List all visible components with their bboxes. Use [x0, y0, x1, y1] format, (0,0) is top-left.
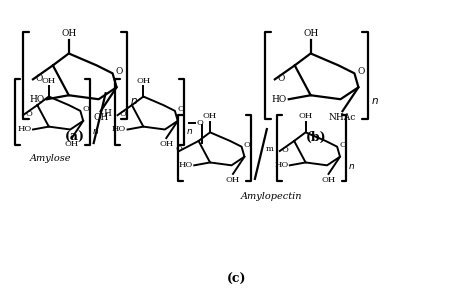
- Text: O: O: [120, 110, 127, 119]
- Text: OH: OH: [136, 77, 150, 85]
- Text: O: O: [36, 74, 43, 83]
- Text: NHAc: NHAc: [329, 113, 356, 122]
- Text: HO: HO: [179, 161, 193, 169]
- Text: OH: OH: [42, 77, 56, 85]
- Text: OH: OH: [303, 29, 318, 37]
- Text: O: O: [116, 67, 123, 76]
- Text: $n$: $n$: [91, 127, 99, 136]
- Text: O: O: [25, 110, 32, 119]
- Text: $n$: $n$: [186, 127, 193, 136]
- Text: $n$: $n$: [129, 96, 137, 106]
- Text: OH: OH: [203, 112, 217, 120]
- Text: H: H: [104, 109, 111, 118]
- Text: Amylose: Amylose: [30, 154, 72, 163]
- Text: $n$: $n$: [371, 96, 379, 106]
- Text: OH: OH: [159, 140, 173, 148]
- Text: (a): (a): [65, 131, 85, 143]
- Text: OH: OH: [321, 176, 336, 184]
- Text: OH: OH: [64, 140, 79, 148]
- Text: HO: HO: [112, 126, 126, 133]
- Text: HO: HO: [30, 95, 45, 104]
- Text: Amylopectin: Amylopectin: [241, 192, 302, 201]
- Text: m: m: [266, 145, 274, 153]
- Text: $n$: $n$: [348, 162, 356, 171]
- Text: O: O: [278, 74, 285, 83]
- Text: OH: OH: [61, 29, 76, 37]
- Text: O: O: [282, 146, 289, 154]
- Text: O: O: [175, 145, 182, 153]
- Text: OH: OH: [226, 176, 240, 184]
- Text: (b): (b): [306, 131, 327, 143]
- Text: O: O: [82, 105, 90, 113]
- Text: O: O: [357, 67, 365, 76]
- Text: O: O: [339, 141, 346, 149]
- Text: OH: OH: [299, 112, 313, 120]
- Text: HO: HO: [272, 95, 287, 104]
- Text: O: O: [244, 141, 251, 149]
- Text: O: O: [177, 105, 184, 113]
- Text: OH: OH: [93, 113, 108, 122]
- Text: HO: HO: [274, 161, 288, 169]
- Text: O: O: [196, 119, 203, 127]
- Text: HO: HO: [18, 126, 32, 133]
- Text: (c): (c): [227, 273, 247, 286]
